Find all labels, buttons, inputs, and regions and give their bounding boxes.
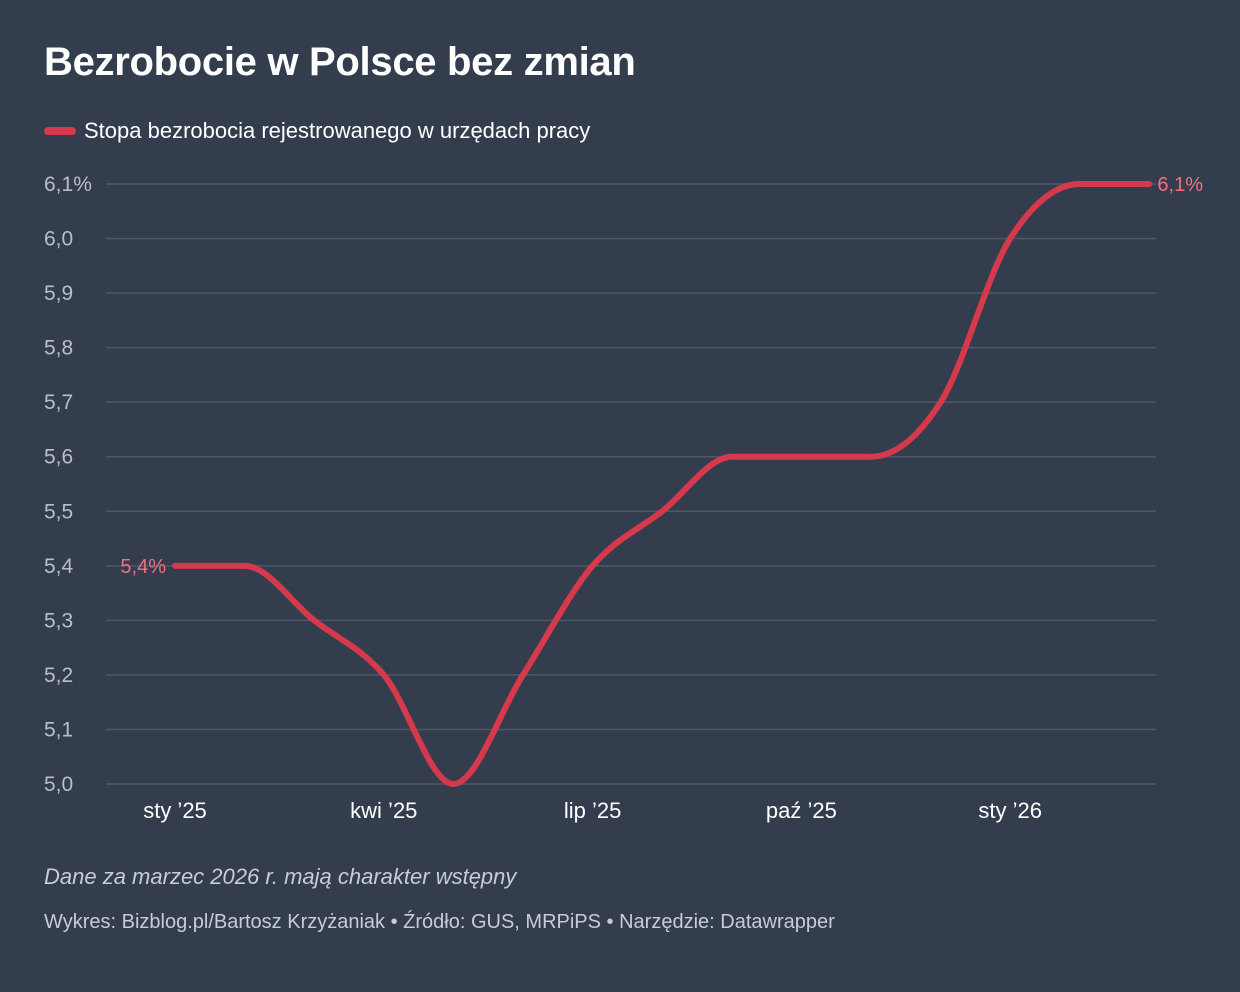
y-tick-label: 5,1	[44, 718, 73, 741]
grid-layer	[106, 183, 1156, 785]
y-tick-label: 6,1%	[44, 173, 92, 196]
data-labels: 5,4% 6,1%	[120, 174, 1203, 578]
chart-title: Bezrobocie w Polsce bez zmian	[44, 40, 636, 84]
y-axis-ticks: 6,1% 6,0 5,9 5,8 5,7 5,6 5,5 5,4 5,3 5,2 5,1 5,0	[44, 173, 92, 796]
x-axis-ticks: sty ’25 kwi ’25 lip ’25 paź ’25 sty ’26	[143, 798, 1042, 823]
source-footer: Wykres: Bizblog.pl/Bartosz Krzyżaniak • …	[44, 911, 835, 933]
y-tick-label: 5,9	[44, 282, 73, 305]
legend-swatch	[44, 127, 76, 135]
x-tick-label: sty ’25	[143, 798, 207, 823]
y-tick-label: 5,3	[44, 609, 73, 632]
series-line-unemployment-rate	[172, 180, 1153, 787]
y-tick-label: 5,6	[44, 446, 73, 469]
y-tick-label: 5,8	[44, 337, 73, 360]
end-value-label: 6,1%	[1157, 174, 1203, 196]
x-tick-label: paź ’25	[766, 798, 837, 823]
data-note: Dane za marzec 2026 r. mają charakter ws…	[44, 864, 517, 889]
y-tick-label: 5,0	[44, 773, 73, 796]
y-tick-label: 5,5	[44, 500, 73, 523]
x-tick-label: lip ’25	[564, 798, 621, 823]
legend-label: Stopa bezrobocia rejestrowanego w urzęda…	[84, 118, 591, 143]
x-tick-label: kwi ’25	[350, 798, 417, 823]
legend: Stopa bezrobocia rejestrowanego w urzęda…	[44, 118, 590, 144]
series-layer	[172, 180, 1153, 787]
y-tick-label: 6,0	[44, 228, 73, 251]
x-tick-label: sty ’26	[978, 798, 1042, 823]
y-tick-label: 5,4	[44, 555, 74, 578]
y-tick-label: 5,7	[44, 391, 73, 414]
y-tick-label: 5,2	[44, 664, 73, 687]
start-value-label: 5,4%	[120, 556, 166, 578]
